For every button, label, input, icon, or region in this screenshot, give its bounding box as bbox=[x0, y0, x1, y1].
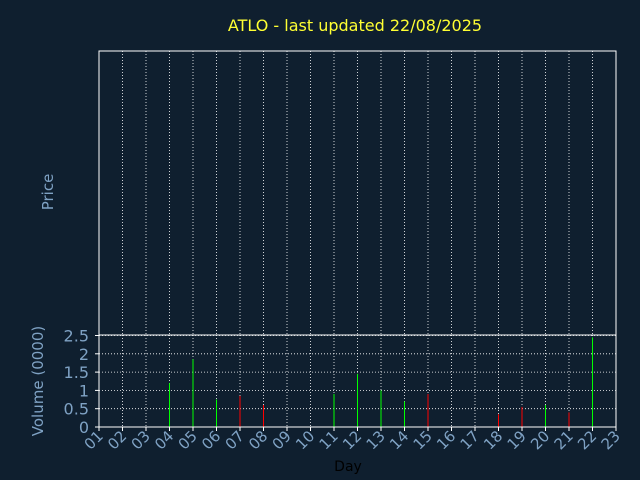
x-tick-label: 13 bbox=[363, 427, 389, 453]
x-tick-label: 07 bbox=[222, 427, 248, 453]
x-tick-label: 21 bbox=[551, 427, 577, 453]
x-tick-label: 14 bbox=[386, 427, 412, 453]
x-tick-label: 12 bbox=[339, 427, 365, 453]
x-tick-labels: 0102030405060708091011121314151617181920… bbox=[81, 427, 624, 453]
volume-tick-label: 1 bbox=[79, 381, 89, 400]
x-tick-label: 06 bbox=[198, 427, 224, 453]
x-tick-label: 19 bbox=[504, 427, 530, 453]
x-tick-label: 08 bbox=[245, 427, 271, 453]
x-tick-label: 22 bbox=[574, 427, 600, 453]
x-axis-label: Day bbox=[334, 459, 362, 475]
x-tick-label: 05 bbox=[175, 427, 201, 453]
x-tick-label: 10 bbox=[292, 427, 318, 453]
x-tick-label: 17 bbox=[457, 427, 483, 453]
volume-tick-label: 1.5 bbox=[64, 363, 89, 382]
x-tick-label: 16 bbox=[433, 427, 459, 453]
x-tick-label: 20 bbox=[527, 427, 553, 453]
volume-tick-label: 2.5 bbox=[64, 327, 89, 346]
volume-bars bbox=[169, 337, 593, 427]
x-tick-label: 23 bbox=[598, 427, 624, 453]
x-tick-label: 18 bbox=[480, 427, 506, 453]
x-tick-label: 02 bbox=[104, 427, 130, 453]
volume-tick-labels: 00.511.522.5 bbox=[64, 327, 99, 437]
volume-tick-label: 0 bbox=[79, 418, 89, 437]
volume-tick-label: 2 bbox=[79, 345, 89, 364]
x-tick-label: 04 bbox=[151, 427, 177, 453]
x-tick-label: 03 bbox=[128, 427, 154, 453]
price-axis-label: Price bbox=[39, 174, 57, 211]
volume-tick-label: 0.5 bbox=[64, 400, 89, 419]
x-tick-label: 09 bbox=[269, 427, 295, 453]
x-tick-label: 11 bbox=[316, 427, 342, 453]
price-grid bbox=[98, 51, 617, 335]
volume-axis-label: Volume (0000) bbox=[29, 326, 47, 436]
x-tick-label: 15 bbox=[410, 427, 436, 453]
chart-title: ATLO - last updated 22/08/2025 bbox=[228, 16, 482, 35]
volume-panel: 00.511.522.5 Volume (0000) bbox=[29, 326, 617, 437]
